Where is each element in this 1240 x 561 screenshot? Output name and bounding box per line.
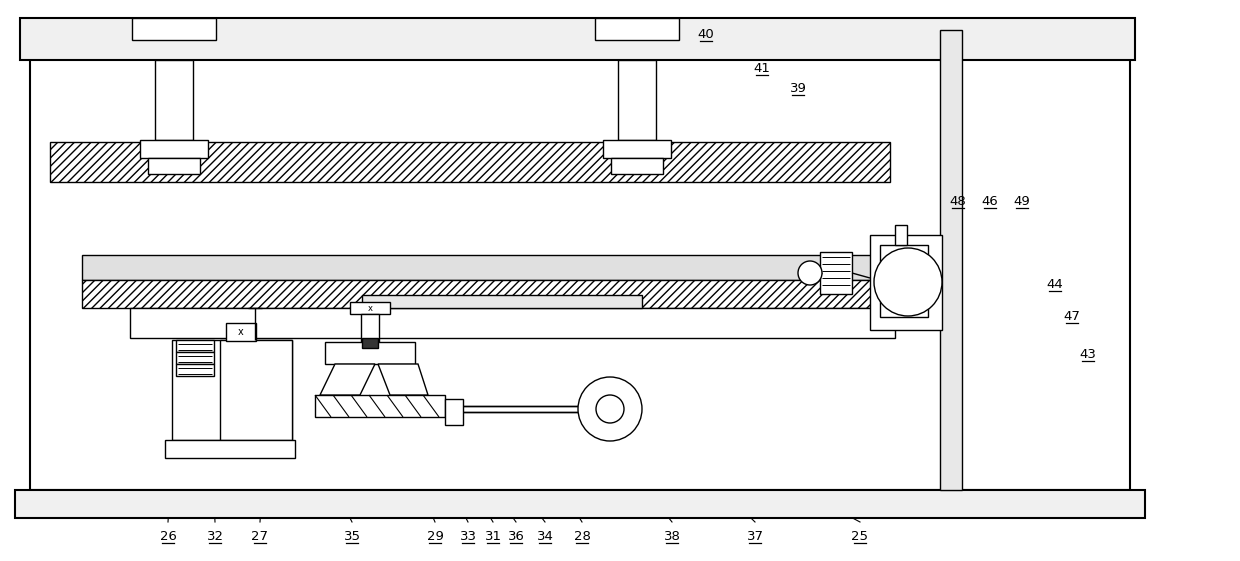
Text: 39: 39: [790, 82, 806, 95]
Text: x: x: [367, 304, 372, 312]
Bar: [20, 18, 1135, 60]
Bar: [362, 338, 378, 348]
Bar: [870, 235, 942, 330]
Text: x: x: [238, 327, 244, 337]
Bar: [131, 18, 216, 40]
Text: 31: 31: [485, 530, 501, 543]
Bar: [226, 323, 255, 341]
Bar: [618, 60, 656, 140]
Bar: [50, 142, 890, 182]
Text: 40: 40: [698, 28, 714, 41]
Circle shape: [799, 261, 822, 285]
Text: 38: 38: [663, 530, 681, 543]
Bar: [219, 340, 291, 440]
Text: 47: 47: [1064, 310, 1080, 323]
Bar: [30, 30, 1130, 490]
Bar: [165, 440, 295, 458]
Bar: [603, 140, 671, 158]
Bar: [895, 225, 906, 245]
Bar: [176, 352, 215, 364]
Bar: [595, 18, 680, 40]
Text: 28: 28: [574, 530, 590, 543]
Bar: [362, 295, 642, 308]
Bar: [15, 490, 1145, 518]
Circle shape: [874, 248, 942, 316]
Text: 33: 33: [460, 530, 476, 543]
Text: 43: 43: [1080, 348, 1096, 361]
Bar: [315, 395, 445, 417]
Bar: [155, 60, 193, 140]
Text: 48: 48: [950, 195, 966, 208]
Bar: [880, 245, 928, 317]
Text: 49: 49: [1013, 195, 1030, 208]
Text: 36: 36: [507, 530, 525, 543]
Text: 46: 46: [982, 195, 998, 208]
Bar: [820, 252, 852, 294]
Polygon shape: [320, 364, 374, 395]
Text: 29: 29: [427, 530, 444, 543]
Text: 41: 41: [754, 62, 770, 75]
Bar: [82, 255, 901, 280]
Bar: [176, 340, 215, 352]
Bar: [140, 140, 208, 158]
Bar: [325, 342, 415, 364]
Text: 32: 32: [207, 530, 223, 543]
Bar: [130, 308, 895, 338]
Circle shape: [578, 377, 642, 441]
Text: 34: 34: [537, 530, 553, 543]
Bar: [82, 280, 901, 308]
Polygon shape: [378, 364, 428, 395]
Bar: [361, 314, 379, 342]
Bar: [445, 399, 463, 425]
Text: 44: 44: [1047, 278, 1064, 291]
Bar: [148, 158, 200, 174]
Bar: [176, 364, 215, 376]
Bar: [350, 302, 391, 314]
Bar: [611, 158, 663, 174]
Text: 26: 26: [160, 530, 176, 543]
Circle shape: [596, 395, 624, 423]
Text: 25: 25: [852, 530, 868, 543]
Bar: [940, 30, 962, 490]
Text: 37: 37: [746, 530, 764, 543]
Text: 35: 35: [343, 530, 361, 543]
Bar: [172, 340, 291, 440]
Text: 27: 27: [252, 530, 269, 543]
